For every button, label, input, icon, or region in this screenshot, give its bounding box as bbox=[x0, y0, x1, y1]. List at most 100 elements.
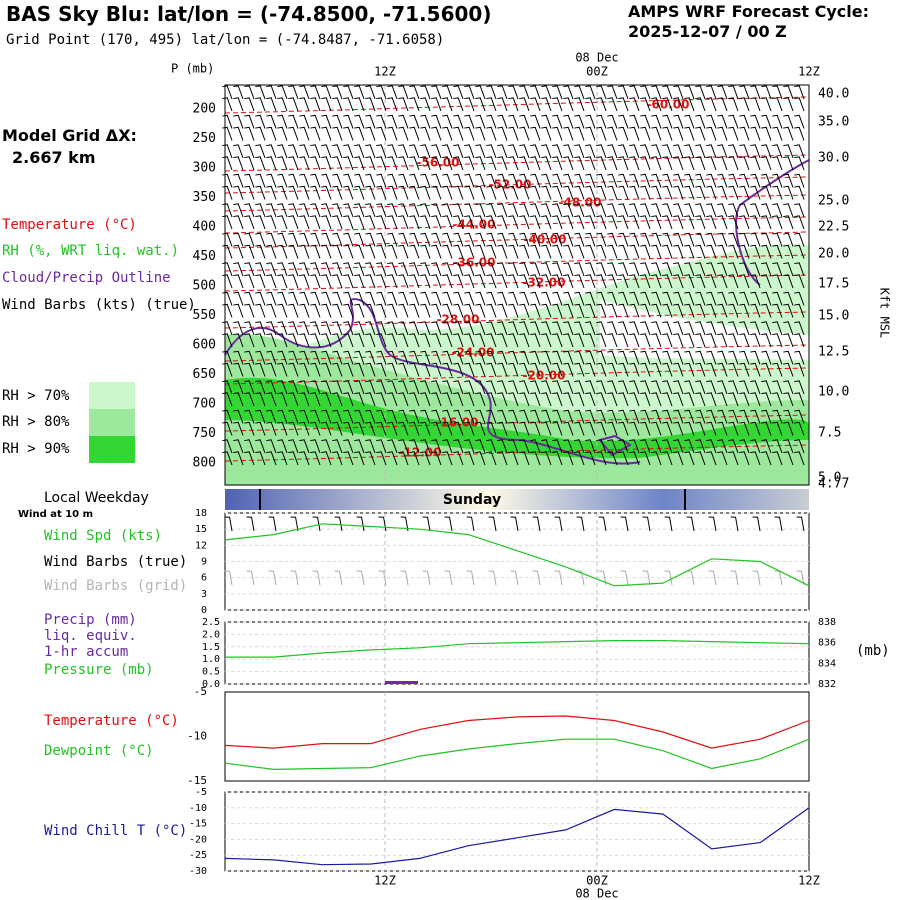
wind-barb bbox=[442, 451, 453, 466]
wind-barb bbox=[354, 362, 365, 377]
windchill-tick: -30 bbox=[189, 866, 207, 877]
wind-barb-grid bbox=[268, 570, 277, 586]
wind-barb bbox=[486, 144, 497, 159]
wind-barb bbox=[739, 291, 750, 306]
wind-barb bbox=[673, 451, 684, 466]
wind-barb-grid bbox=[708, 570, 717, 586]
wind-barb bbox=[629, 185, 640, 200]
wind-barb bbox=[563, 156, 574, 171]
wind-barb bbox=[233, 144, 244, 159]
wind-barb bbox=[442, 185, 453, 200]
wind-barb bbox=[530, 421, 541, 436]
wind-barb bbox=[409, 244, 420, 259]
wind-barb bbox=[398, 333, 409, 348]
wind-barb bbox=[673, 409, 684, 424]
wind-barb bbox=[574, 392, 585, 407]
wind-barb bbox=[365, 291, 376, 306]
wind-barb bbox=[277, 421, 288, 436]
wind-barb bbox=[420, 439, 431, 454]
wind-barb bbox=[640, 451, 651, 466]
wind-barb bbox=[541, 144, 552, 159]
wind-barb bbox=[640, 144, 651, 159]
wind-barb bbox=[343, 232, 354, 247]
height-tick: 40.0 bbox=[818, 87, 849, 102]
wind-barb bbox=[233, 392, 244, 407]
wind-barb bbox=[398, 392, 409, 407]
wind-barb bbox=[288, 215, 299, 230]
pressure-tick: 550 bbox=[193, 308, 216, 323]
wind-barb bbox=[442, 262, 453, 277]
wind-barb bbox=[486, 203, 497, 218]
wind-barb bbox=[629, 451, 640, 466]
wind-barb bbox=[530, 262, 541, 277]
wind-barb bbox=[706, 232, 717, 247]
wind-barb bbox=[794, 126, 805, 141]
wind-barb bbox=[277, 85, 288, 100]
wind-barb bbox=[332, 380, 343, 395]
wind-barb bbox=[475, 85, 486, 100]
wind-barb bbox=[651, 421, 662, 436]
wind-barb bbox=[453, 421, 464, 436]
wind-barb bbox=[233, 173, 244, 188]
wind-barb-true bbox=[334, 516, 343, 532]
wind-barb bbox=[552, 262, 563, 277]
wind-barb bbox=[552, 333, 563, 348]
wind-barb bbox=[277, 126, 288, 141]
wind-barb bbox=[365, 321, 376, 336]
wind-barb bbox=[398, 421, 409, 436]
wind-barb bbox=[299, 262, 310, 277]
wind-barb bbox=[464, 173, 475, 188]
wind-barb bbox=[728, 333, 739, 348]
wind-barb bbox=[695, 126, 706, 141]
wind-barb bbox=[453, 126, 464, 141]
wind-barb bbox=[453, 244, 464, 259]
wind-barb-true bbox=[268, 516, 277, 532]
wind-barb bbox=[453, 350, 464, 365]
wind-barb bbox=[662, 439, 673, 454]
height-axis-label: Kft MSL bbox=[878, 288, 892, 339]
rh90-region bbox=[225, 377, 809, 459]
wind-barb bbox=[299, 439, 310, 454]
wind-barb bbox=[541, 262, 552, 277]
wind-barb bbox=[750, 333, 761, 348]
wind-barb bbox=[354, 392, 365, 407]
wind-barb bbox=[398, 291, 409, 306]
wind-barb bbox=[244, 274, 255, 289]
wind-barb bbox=[332, 203, 343, 218]
wind-barb bbox=[607, 126, 618, 141]
wind-barb-true bbox=[686, 516, 695, 532]
wind-barb bbox=[266, 303, 277, 318]
wind-barb bbox=[739, 114, 750, 129]
wind-barb-true bbox=[708, 516, 717, 532]
wind-barb bbox=[640, 362, 651, 377]
wind-barb bbox=[299, 97, 310, 112]
wind-barb bbox=[585, 274, 596, 289]
wind-barb bbox=[530, 321, 541, 336]
wind-barb bbox=[706, 321, 717, 336]
wind-barb bbox=[431, 362, 442, 377]
wind-barb bbox=[750, 232, 761, 247]
wind-barb bbox=[585, 232, 596, 247]
wind-barb bbox=[321, 303, 332, 318]
wind-barb bbox=[651, 126, 662, 141]
wind-barb bbox=[266, 392, 277, 407]
wind-barb bbox=[332, 144, 343, 159]
wind-barb bbox=[497, 114, 508, 129]
wind-barb bbox=[475, 392, 486, 407]
wind-barb bbox=[486, 126, 497, 141]
wind-barb bbox=[508, 203, 519, 218]
wind-barb bbox=[321, 409, 332, 424]
wind-barb-true bbox=[642, 516, 651, 532]
wind-barb bbox=[772, 262, 783, 277]
wind-barb bbox=[607, 409, 618, 424]
precip-tick: 0.0 bbox=[202, 679, 220, 690]
wind-barb bbox=[541, 185, 552, 200]
wind-barb bbox=[299, 303, 310, 318]
wind-barb bbox=[255, 203, 266, 218]
wind-barb bbox=[596, 126, 607, 141]
wind-barb bbox=[310, 215, 321, 230]
wind-barb bbox=[530, 291, 541, 306]
local-weekday-label: Local Weekday bbox=[44, 490, 149, 506]
wind-barb bbox=[266, 215, 277, 230]
wind-barb bbox=[530, 97, 541, 112]
